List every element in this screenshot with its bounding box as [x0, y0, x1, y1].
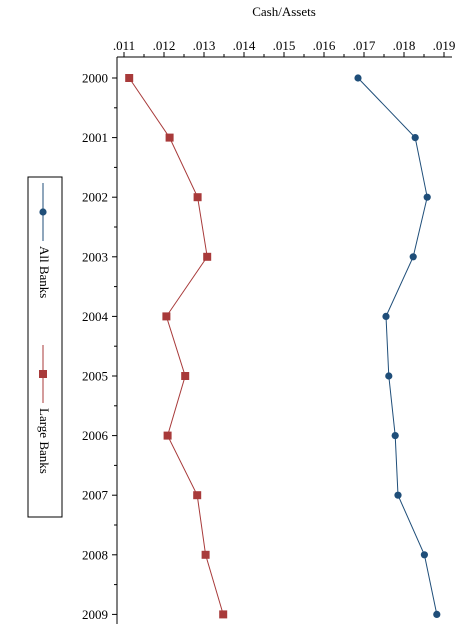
data-point	[203, 252, 212, 261]
y-tick-label: 2000	[82, 71, 108, 86]
y-tick-label: 2007	[82, 488, 109, 503]
x-tick-label: .014	[233, 38, 256, 53]
x-axis-title: Cash/Assets	[252, 4, 316, 19]
data-point	[165, 133, 174, 142]
data-point	[181, 372, 190, 380]
y-tick-label: 2005	[82, 369, 108, 384]
data-point	[354, 74, 362, 82]
data-point	[423, 193, 431, 201]
data-point	[411, 134, 419, 142]
x-tick-label: .019	[433, 38, 456, 53]
y-tick-label: 2002	[82, 190, 108, 205]
data-point	[409, 253, 417, 261]
data-point	[163, 431, 172, 440]
x-tick-label: .011	[113, 38, 135, 53]
x-tick-label: .015	[273, 38, 296, 53]
legend-marker	[39, 208, 47, 216]
y-tick-label: 2008	[82, 547, 108, 562]
y-tick-label: 2009	[82, 607, 108, 622]
legend-marker	[39, 370, 47, 378]
x-tick-label: .018	[393, 38, 416, 53]
data-point	[391, 432, 399, 440]
legend-label: Large Banks	[37, 408, 52, 474]
y-tick-label: 2003	[82, 249, 108, 264]
data-point	[433, 610, 441, 619]
y-tick-label: 2001	[82, 130, 108, 145]
data-point	[420, 551, 428, 559]
x-tick-label: .016	[313, 38, 336, 53]
data-point	[162, 312, 171, 321]
x-tick-label: .017	[353, 38, 376, 53]
x-tick-label: .013	[193, 38, 216, 53]
data-point	[201, 550, 210, 559]
series-line	[357, 77, 438, 615]
data-point	[219, 610, 228, 619]
data-point	[385, 372, 393, 380]
y-tick-label: 2006	[82, 428, 109, 443]
data-point	[193, 491, 202, 500]
data-point	[193, 193, 202, 202]
data-point	[125, 74, 134, 82]
x-tick-label: .012	[153, 38, 176, 53]
legend-box	[27, 176, 63, 518]
y-tick-label: 2004	[82, 309, 109, 324]
data-point	[394, 491, 402, 499]
series-line	[128, 77, 224, 615]
legend-label: All Banks	[37, 246, 52, 298]
data-point	[382, 312, 390, 320]
